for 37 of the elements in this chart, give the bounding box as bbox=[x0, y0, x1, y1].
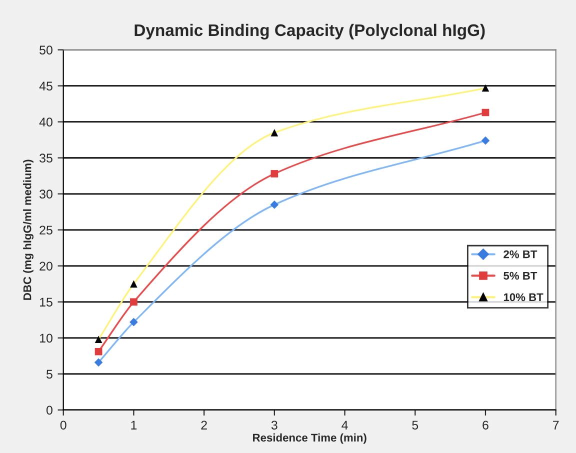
point bbox=[130, 280, 138, 288]
x-tick-label: 4 bbox=[342, 420, 348, 430]
x-tick-label: 6 bbox=[482, 420, 488, 430]
x-tick-label: 2 bbox=[201, 420, 207, 430]
legend-label: 2% BT bbox=[504, 250, 538, 258]
point bbox=[94, 348, 102, 356]
point bbox=[270, 200, 279, 209]
point bbox=[482, 84, 490, 92]
x-axis-title: Residence Time (min) bbox=[253, 433, 366, 444]
legend-label: 10% BT bbox=[504, 293, 544, 302]
y-tick-label: 20 bbox=[40, 262, 52, 271]
y-tick-label: 15 bbox=[40, 298, 52, 307]
point bbox=[94, 336, 102, 344]
x-tick-label: 5 bbox=[412, 420, 418, 430]
x-tick-label: 0 bbox=[60, 420, 66, 430]
x-tick-label: 1 bbox=[131, 420, 137, 430]
point bbox=[94, 358, 103, 367]
y-tick-label: 10 bbox=[40, 334, 52, 343]
y-tick-label: 35 bbox=[40, 154, 52, 163]
chart-title: Dynamic Binding Capacity (Polyclonal hIgG) bbox=[134, 24, 485, 40]
y-tick-label: 50 bbox=[40, 46, 52, 54]
y-tick-label: 25 bbox=[40, 226, 52, 235]
y-tick-label: 30 bbox=[40, 190, 52, 199]
y-tick-label: 40 bbox=[39, 118, 52, 127]
x-tick-label: 7 bbox=[553, 420, 559, 430]
point bbox=[130, 318, 138, 326]
y-tick-label: 45 bbox=[39, 82, 52, 90]
y-tick-label: 5 bbox=[46, 370, 52, 379]
x-tick-label: 3 bbox=[271, 420, 278, 430]
y-tick-label: 0 bbox=[46, 406, 52, 415]
y-axis-title: DBC (mg hIgG/ml medium) bbox=[23, 160, 34, 300]
legend-label: 5% BT bbox=[504, 272, 538, 280]
point bbox=[482, 108, 490, 116]
point bbox=[130, 298, 138, 306]
point bbox=[481, 136, 490, 145]
point bbox=[270, 128, 278, 136]
point bbox=[270, 170, 278, 178]
